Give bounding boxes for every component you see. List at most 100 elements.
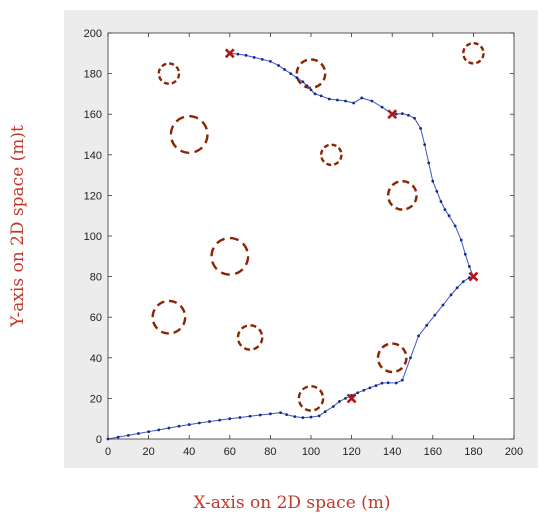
y-tick-label: 140 <box>84 150 102 162</box>
path-point <box>344 397 347 400</box>
y-tick-label: 60 <box>90 312 102 324</box>
path-point <box>344 99 347 103</box>
path-point <box>427 161 431 165</box>
path-point <box>394 112 398 116</box>
path-point <box>447 214 451 218</box>
y-ticks: 0 20 40 60 80 100 120 140 160 180 200 <box>84 28 514 446</box>
y-tick-label: 200 <box>84 28 102 40</box>
x-tick-label: 200 <box>505 446 523 458</box>
obstacle-circle <box>319 143 343 167</box>
path-point <box>309 88 313 92</box>
path-point <box>289 72 293 75</box>
obstacle-circle <box>210 236 250 276</box>
path-point <box>449 293 453 297</box>
obstacle-circle <box>386 179 418 211</box>
path-point <box>248 414 252 418</box>
waypoint-stroke <box>224 48 235 59</box>
path-point <box>317 414 321 418</box>
path-point <box>279 411 282 415</box>
path-point <box>167 426 171 430</box>
path-point <box>443 208 447 212</box>
path-point <box>453 224 457 228</box>
path-point <box>197 421 201 425</box>
path-point <box>313 92 317 96</box>
path-point <box>380 105 384 109</box>
path-point <box>295 76 299 80</box>
waypoint-marker <box>468 271 479 282</box>
path-point <box>455 286 459 290</box>
waypoint-stroke <box>468 271 479 282</box>
path-point <box>323 410 327 413</box>
obstacle-circle <box>376 342 408 374</box>
x-tick-label: 100 <box>302 446 320 458</box>
y-tick-label: 80 <box>90 272 102 284</box>
path-point <box>386 381 390 385</box>
path-point <box>252 55 256 59</box>
path-point <box>293 415 297 419</box>
path-point <box>319 94 323 98</box>
path-point <box>362 388 366 392</box>
path-point <box>409 356 412 360</box>
waypoint-stroke <box>346 393 357 404</box>
x-tick-label: 80 <box>264 446 276 458</box>
path-point <box>356 391 360 395</box>
path-point <box>435 189 439 193</box>
y-tick-label: 20 <box>90 393 102 405</box>
path-point <box>461 280 465 284</box>
path-point <box>116 435 120 439</box>
y-tick-label: 180 <box>84 69 102 81</box>
path-point <box>459 238 463 242</box>
path-point <box>338 400 341 403</box>
path-point <box>238 416 242 419</box>
path-point <box>208 420 211 423</box>
obstacle-circle <box>157 62 181 85</box>
y-tick-label: 100 <box>84 231 102 243</box>
x-tick-label: 160 <box>424 446 442 458</box>
path-point <box>433 313 437 317</box>
y-tick-label: 0 <box>96 434 102 446</box>
path-point <box>285 413 289 417</box>
path-point <box>335 98 339 102</box>
path-point <box>258 413 262 417</box>
path-point <box>305 84 309 88</box>
path-point <box>309 415 313 419</box>
path-point <box>126 433 130 437</box>
x-tick-label: 0 <box>105 446 111 458</box>
path-point <box>441 303 445 307</box>
y-tick-label: 40 <box>90 353 102 365</box>
path-point <box>244 53 248 57</box>
x-tick-label: 40 <box>183 446 195 458</box>
x-tick-label: 60 <box>224 446 236 458</box>
obstacle-circle <box>169 115 209 154</box>
x-tick-label: 20 <box>142 446 154 458</box>
path-point <box>360 96 364 100</box>
path-point <box>413 116 416 120</box>
path-point <box>260 57 264 61</box>
path-point <box>407 113 410 117</box>
path-point <box>147 430 151 434</box>
path-point <box>400 378 404 382</box>
path-point <box>431 179 435 183</box>
path-point <box>137 432 140 435</box>
y-axis-label: Y-axis on 2D space (m)t <box>8 125 28 327</box>
path-point <box>218 418 222 422</box>
path-point <box>467 265 471 268</box>
x-tick-label: 120 <box>342 446 360 458</box>
path-point <box>327 97 331 101</box>
path-point <box>417 334 420 338</box>
path-point <box>374 384 378 388</box>
x-ticks: 0 20 40 60 80 100 120 140 160 180 200 <box>105 33 523 458</box>
path-point <box>419 127 423 130</box>
path-point <box>301 416 305 420</box>
waypoint-layer <box>224 48 479 404</box>
x-tick-label: 140 <box>383 446 401 458</box>
waypoint-stroke <box>387 109 398 120</box>
path-point <box>394 381 398 385</box>
path-point <box>187 423 191 426</box>
path-point <box>463 252 467 256</box>
waypoint-marker <box>387 109 398 120</box>
path-point <box>177 424 181 428</box>
obstacle-circle <box>297 385 325 412</box>
path-point <box>269 60 272 63</box>
